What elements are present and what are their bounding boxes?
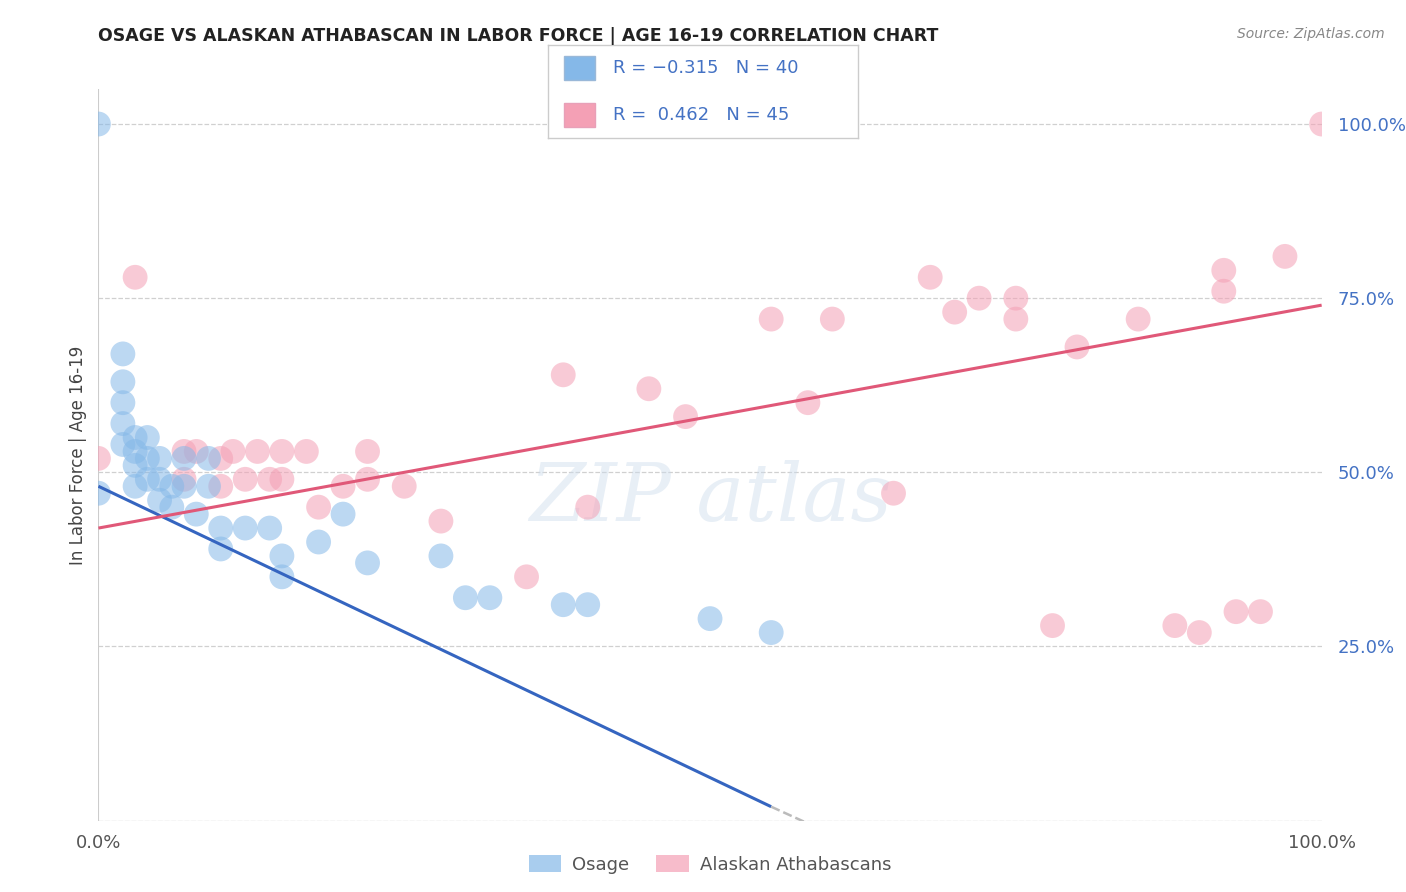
Point	[270, 549, 294, 563]
Point	[197, 451, 219, 466]
Point	[430, 549, 453, 563]
Point	[270, 472, 294, 486]
Point	[209, 521, 232, 535]
Point	[576, 500, 599, 515]
Point	[197, 479, 219, 493]
Point	[124, 458, 146, 473]
Point	[761, 312, 783, 326]
Point	[149, 451, 172, 466]
Point	[1164, 618, 1187, 632]
Point	[1212, 263, 1234, 277]
Point	[1188, 625, 1211, 640]
Point	[1066, 340, 1088, 354]
Point	[308, 535, 330, 549]
Point	[186, 507, 208, 521]
Point	[233, 521, 256, 535]
Point	[515, 570, 537, 584]
Y-axis label: In Labor Force | Age 16-19: In Labor Force | Age 16-19	[69, 345, 87, 565]
Text: OSAGE VS ALASKAN ATHABASCAN IN LABOR FORCE | AGE 16-19 CORRELATION CHART: OSAGE VS ALASKAN ATHABASCAN IN LABOR FOR…	[98, 27, 939, 45]
Point	[1274, 249, 1296, 263]
Point	[1042, 618, 1064, 632]
FancyBboxPatch shape	[564, 56, 595, 80]
Point	[332, 479, 354, 493]
Point	[259, 521, 281, 535]
Point	[1212, 284, 1234, 298]
Point	[553, 598, 575, 612]
Point	[160, 479, 183, 493]
Point	[943, 305, 966, 319]
Point	[209, 479, 232, 493]
Point	[222, 444, 245, 458]
Point	[478, 591, 501, 605]
Point	[124, 430, 146, 444]
Point	[356, 444, 378, 458]
Text: R =  0.462   N = 45: R = 0.462 N = 45	[613, 106, 790, 124]
Legend: Osage, Alaskan Athabascans: Osage, Alaskan Athabascans	[522, 848, 898, 881]
Point	[392, 479, 416, 493]
Point	[259, 472, 281, 486]
Point	[797, 395, 820, 409]
Point	[308, 500, 330, 515]
Text: R = −0.315   N = 40: R = −0.315 N = 40	[613, 59, 799, 77]
Point	[87, 486, 110, 500]
Point	[920, 270, 942, 285]
Point	[124, 444, 146, 458]
Point	[173, 472, 195, 486]
Point	[87, 117, 110, 131]
Point	[246, 444, 269, 458]
Point	[111, 375, 134, 389]
Point	[136, 472, 159, 486]
Point	[883, 486, 905, 500]
Point	[233, 472, 256, 486]
Point	[967, 291, 990, 305]
FancyBboxPatch shape	[564, 103, 595, 127]
Point	[173, 479, 195, 493]
Point	[186, 444, 208, 458]
Point	[356, 556, 378, 570]
Point	[124, 270, 146, 285]
Text: Source: ZipAtlas.com: Source: ZipAtlas.com	[1237, 27, 1385, 41]
Point	[270, 570, 294, 584]
Point	[553, 368, 575, 382]
Point	[87, 451, 110, 466]
Point	[1225, 605, 1247, 619]
Point	[160, 500, 183, 515]
Point	[430, 514, 453, 528]
Point	[761, 625, 783, 640]
Point	[295, 444, 318, 458]
Point	[173, 451, 195, 466]
Point	[454, 591, 477, 605]
Point	[270, 444, 294, 458]
Text: ZIP atlas: ZIP atlas	[529, 460, 891, 538]
Point	[209, 541, 232, 556]
Point	[675, 409, 697, 424]
Point	[1249, 605, 1271, 619]
Point	[209, 451, 232, 466]
Point	[136, 430, 159, 444]
Point	[699, 612, 721, 626]
Point	[1004, 291, 1026, 305]
Point	[1310, 117, 1333, 131]
Point	[173, 444, 195, 458]
Point	[356, 472, 378, 486]
Point	[149, 493, 172, 508]
Point	[136, 451, 159, 466]
Point	[111, 395, 134, 409]
Point	[149, 472, 172, 486]
Point	[111, 437, 134, 451]
Point	[111, 347, 134, 361]
Point	[576, 598, 599, 612]
Point	[1128, 312, 1150, 326]
Point	[124, 479, 146, 493]
Point	[332, 507, 354, 521]
Point	[1004, 312, 1026, 326]
Point	[111, 417, 134, 431]
Point	[637, 382, 661, 396]
Point	[821, 312, 844, 326]
